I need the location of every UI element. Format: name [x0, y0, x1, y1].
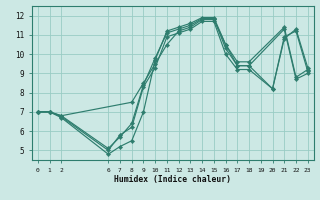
X-axis label: Humidex (Indice chaleur): Humidex (Indice chaleur) [114, 175, 231, 184]
